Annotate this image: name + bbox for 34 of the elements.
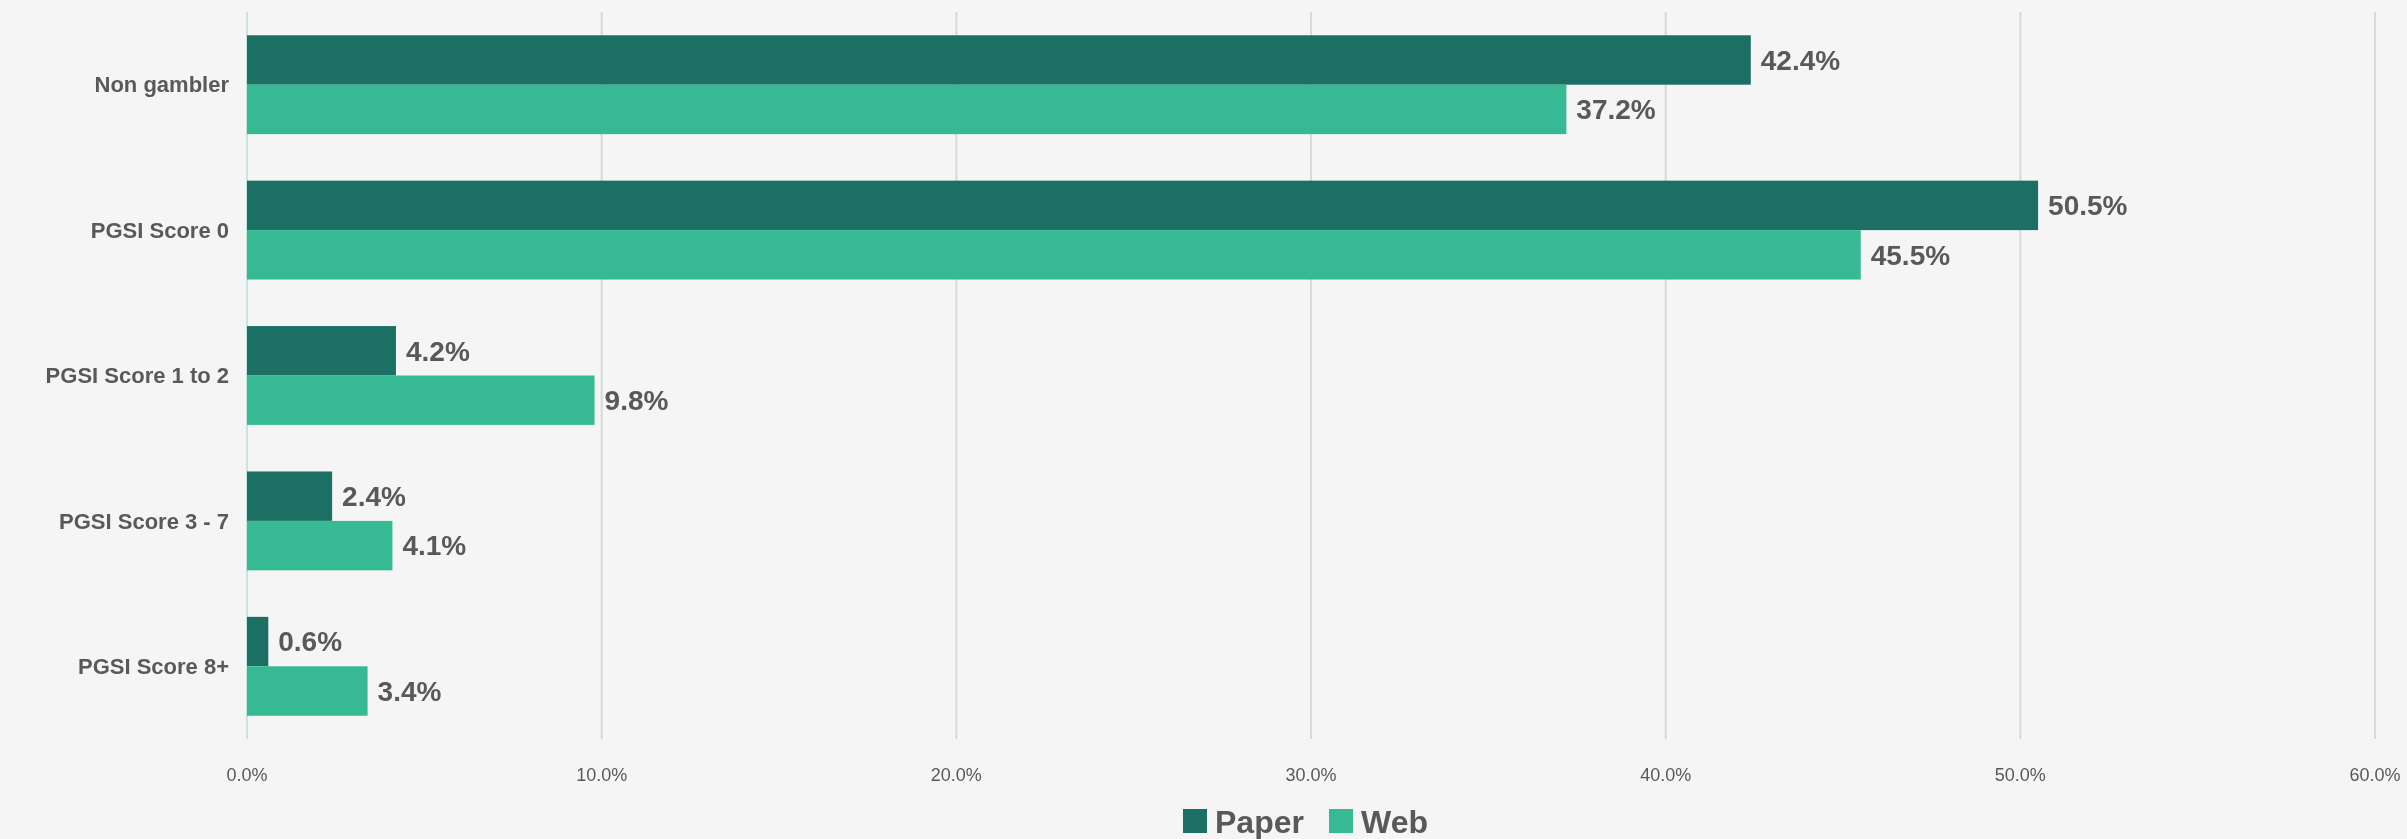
x-tick-label: 10.0% bbox=[576, 765, 628, 785]
data-label: 2.4% bbox=[342, 480, 407, 512]
data-label: 0.6% bbox=[278, 626, 343, 658]
x-tick-label: 60.0% bbox=[2349, 765, 2401, 785]
data-label: 37.2% bbox=[1576, 94, 1656, 126]
bar bbox=[247, 375, 595, 425]
legend-label: Web bbox=[1361, 804, 1428, 839]
bar bbox=[247, 326, 396, 376]
data-label: 9.8% bbox=[604, 385, 669, 417]
y-tick-label: Non gambler bbox=[94, 72, 230, 98]
bar bbox=[247, 471, 333, 521]
data-label: 45.5% bbox=[1870, 239, 1951, 271]
bar bbox=[247, 84, 1567, 135]
bar bbox=[247, 180, 2039, 231]
y-tick-label: PGSI Score 1 to 2 bbox=[45, 363, 229, 389]
data-label: 42.4% bbox=[1760, 44, 1841, 76]
bar bbox=[247, 616, 269, 667]
y-tick-label: PGSI Score 3 - 7 bbox=[59, 508, 229, 534]
x-tick-label: 20.0% bbox=[930, 765, 982, 785]
data-label: 50.5% bbox=[2048, 190, 2128, 222]
data-label: 4.2% bbox=[405, 335, 470, 367]
data-label: 3.4% bbox=[377, 675, 442, 707]
bar bbox=[247, 520, 393, 571]
bar bbox=[247, 35, 1751, 85]
y-tick-label: PGSI Score 0 bbox=[90, 217, 229, 243]
data-label: 4.1% bbox=[402, 530, 467, 562]
legend-label: Paper bbox=[1215, 804, 1304, 839]
bar bbox=[247, 666, 368, 716]
x-tick-label: 0.0% bbox=[226, 765, 268, 785]
y-tick-label: PGSI Score 8+ bbox=[77, 654, 229, 679]
x-tick-label: 40.0% bbox=[1640, 765, 1692, 785]
x-tick-label: 30.0% bbox=[1285, 765, 1337, 785]
x-tick-label: 50.0% bbox=[1994, 765, 2046, 785]
bar bbox=[247, 230, 1861, 280]
